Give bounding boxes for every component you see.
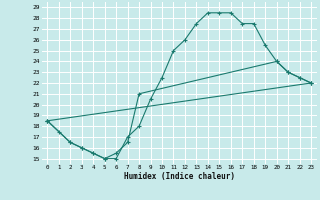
X-axis label: Humidex (Indice chaleur): Humidex (Indice chaleur) <box>124 172 235 181</box>
